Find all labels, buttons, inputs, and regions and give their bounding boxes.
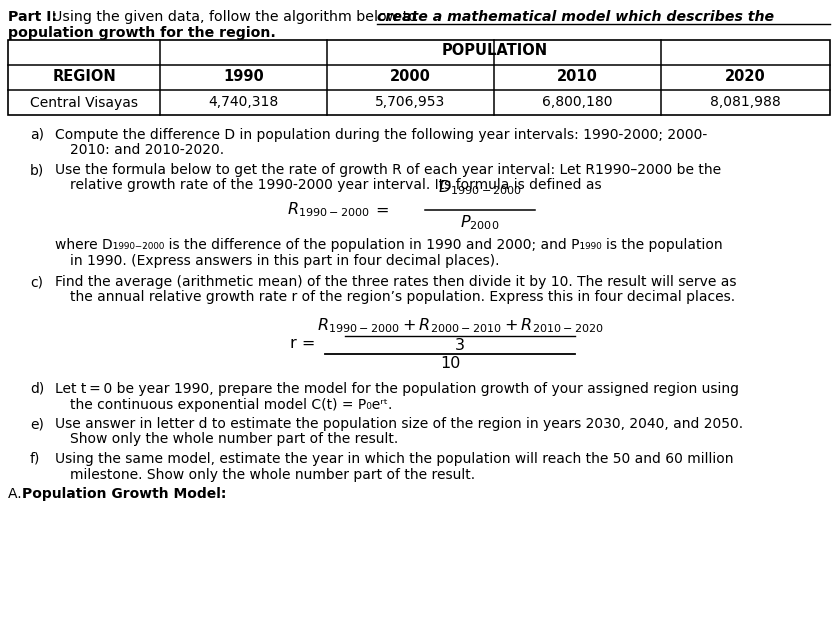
Text: the annual relative growth rate r of the region’s population. Express this in fo: the annual relative growth rate r of the… xyxy=(70,291,735,304)
Text: $D_{1990-2000}$: $D_{1990-2000}$ xyxy=(438,178,522,197)
Text: Compute the difference D in population during the following year intervals: 1990: Compute the difference D in population d… xyxy=(55,128,707,142)
Text: $R_{1990-2000}$: $R_{1990-2000}$ xyxy=(287,201,370,219)
Text: 2000: 2000 xyxy=(390,69,431,84)
Text: 10: 10 xyxy=(440,356,460,371)
Text: 6,800,180: 6,800,180 xyxy=(542,96,613,109)
Text: b): b) xyxy=(30,163,44,177)
Text: Use answer in letter d to estimate the population size of the region in years 20: Use answer in letter d to estimate the p… xyxy=(55,417,743,431)
Text: POPULATION: POPULATION xyxy=(442,43,548,58)
Text: $P_{2000}$: $P_{2000}$ xyxy=(460,213,499,232)
Text: REGION: REGION xyxy=(52,69,116,84)
Text: r =: r = xyxy=(290,337,315,351)
Text: a): a) xyxy=(30,128,44,142)
Text: Show only the whole number part of the result.: Show only the whole number part of the r… xyxy=(70,432,398,446)
Text: 3: 3 xyxy=(455,338,465,353)
Text: Let t = 0 be year 1990, prepare the model for the population growth of your assi: Let t = 0 be year 1990, prepare the mode… xyxy=(55,382,739,396)
Text: create a mathematical model which describes the: create a mathematical model which descri… xyxy=(377,10,774,24)
Text: 4,740,318: 4,740,318 xyxy=(209,96,278,109)
Text: 8,081,988: 8,081,988 xyxy=(710,96,781,109)
Text: 2010: 2010 xyxy=(557,69,598,84)
Text: $R_{1990-2000}+R_{2000-2010}+R_{2010-2020}$: $R_{1990-2000}+R_{2000-2010}+R_{2010-202… xyxy=(317,316,603,335)
Text: 5,706,953: 5,706,953 xyxy=(375,96,446,109)
Text: f): f) xyxy=(30,452,40,466)
Text: the continuous exponential model C(t) = P₀eʳᵗ.: the continuous exponential model C(t) = … xyxy=(70,397,392,412)
Bar xyxy=(8,40,830,115)
Text: population growth for the region.: population growth for the region. xyxy=(8,26,276,40)
Text: =: = xyxy=(375,202,389,217)
Text: milestone. Show only the whole number part of the result.: milestone. Show only the whole number pa… xyxy=(70,468,475,481)
Text: Using the given data, follow the algorithm below to: Using the given data, follow the algorit… xyxy=(52,10,422,24)
Text: A.: A. xyxy=(8,487,26,501)
Text: 1990: 1990 xyxy=(223,69,264,84)
Text: Use the formula below to get the rate of growth R of each year interval: Let R19: Use the formula below to get the rate of… xyxy=(55,163,722,177)
Text: Part I:: Part I: xyxy=(8,10,57,24)
Text: Find the average (arithmetic mean) of the three rates then divide it by 10. The : Find the average (arithmetic mean) of th… xyxy=(55,275,737,289)
Text: 2010: and 2010-2020.: 2010: and 2010-2020. xyxy=(70,143,224,158)
Text: Population Growth Model:: Population Growth Model: xyxy=(22,487,226,501)
Text: c): c) xyxy=(30,275,43,289)
Text: Using the same model, estimate the year in which the population will reach the 5: Using the same model, estimate the year … xyxy=(55,452,733,466)
Text: where D₁₉₉₀₋₂₀₀₀ is the difference of the population in 1990 and 2000; and P₁₉₉₀: where D₁₉₉₀₋₂₀₀₀ is the difference of th… xyxy=(55,238,722,252)
Text: Central Visayas: Central Visayas xyxy=(30,96,138,109)
Text: in 1990. (Express answers in this part in four decimal places).: in 1990. (Express answers in this part i… xyxy=(70,253,499,268)
Text: 2020: 2020 xyxy=(725,69,766,84)
Text: relative growth rate of the 1990-2000 year interval. Its formula is defined as: relative growth rate of the 1990-2000 ye… xyxy=(70,178,602,193)
Text: e): e) xyxy=(30,417,44,431)
Text: d): d) xyxy=(30,382,44,396)
